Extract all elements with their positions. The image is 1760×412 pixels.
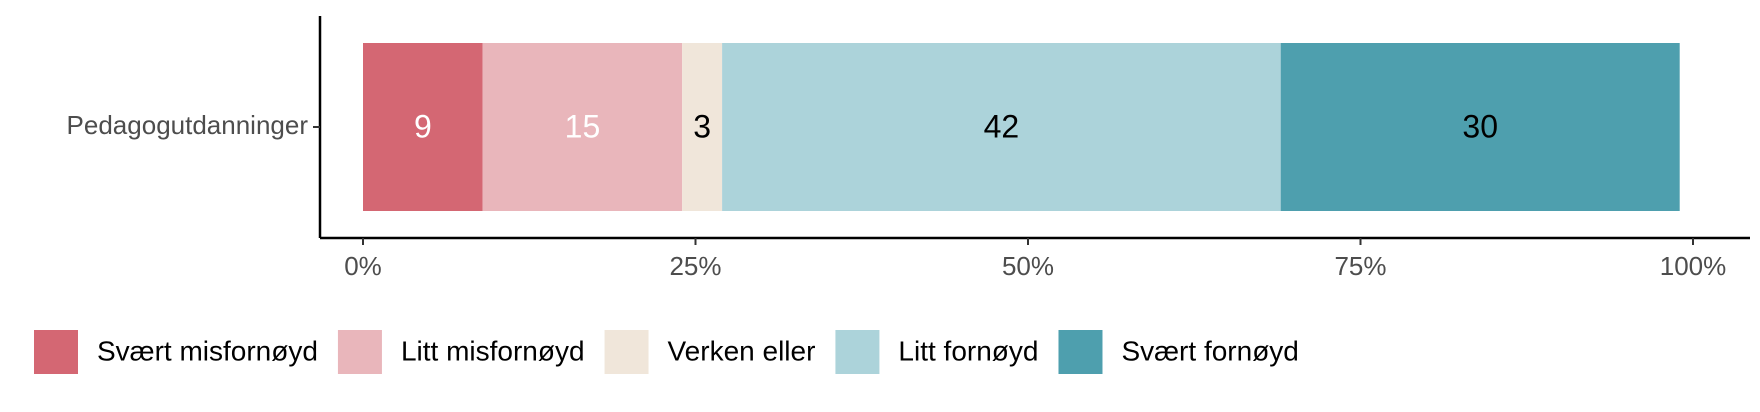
data-label: 30 — [1462, 108, 1498, 144]
data-label: 15 — [565, 108, 601, 144]
x-tick-label: 50% — [1002, 251, 1054, 281]
bar-segment — [363, 43, 483, 211]
bar-segment — [682, 43, 723, 211]
legend-label: Svært fornøyd — [1121, 335, 1298, 366]
data-label: 9 — [414, 108, 432, 144]
data-label: 42 — [984, 108, 1020, 144]
bar-segment — [482, 43, 683, 211]
x-tick-label: 0% — [344, 251, 382, 281]
legend-key — [1058, 330, 1103, 374]
x-tick-label: 25% — [669, 251, 721, 281]
bar-segment — [722, 43, 1281, 211]
legend-key — [604, 330, 649, 374]
legend-key — [34, 330, 78, 374]
legend-label: Verken eller — [668, 335, 816, 366]
legend-label: Litt fornøyd — [898, 335, 1038, 366]
y-tick-label: Pedagogutdanninger — [67, 110, 309, 140]
x-tick-label: 100% — [1660, 251, 1727, 281]
legend-label: Svært misfornøyd — [97, 335, 318, 366]
legend-key — [835, 330, 880, 374]
legend-key — [337, 330, 382, 374]
data-label: 3 — [693, 108, 711, 144]
bar-segment — [1280, 43, 1680, 211]
legend-label: Litt misfornøyd — [401, 335, 585, 366]
x-tick-label: 75% — [1334, 251, 1386, 281]
